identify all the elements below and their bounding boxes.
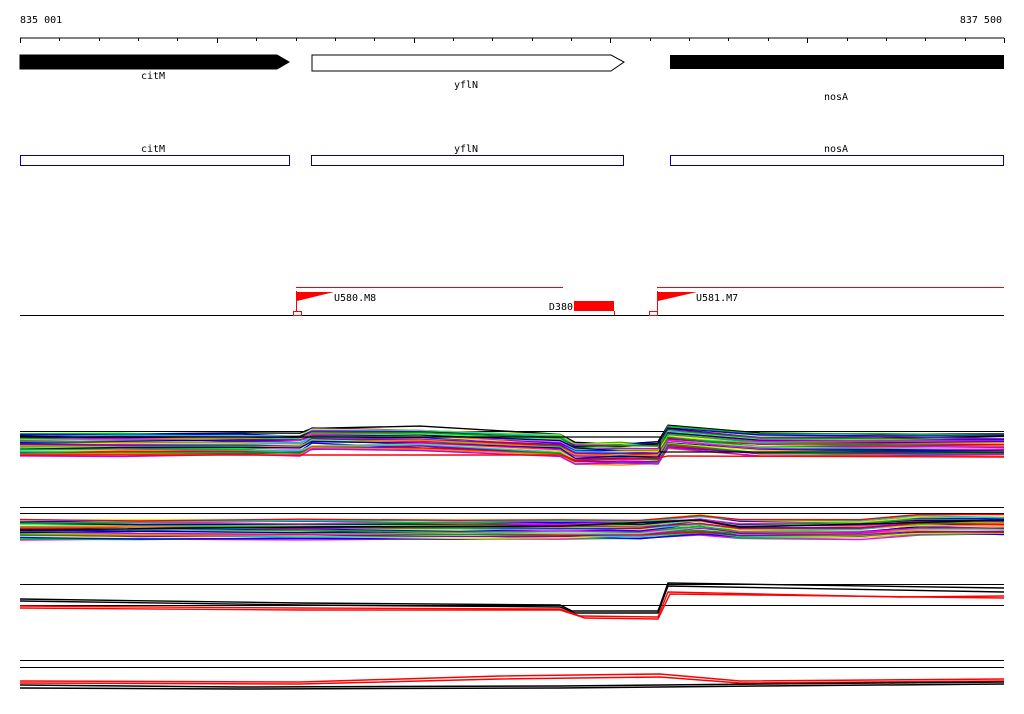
gene-arrow[interactable] — [670, 55, 1004, 69]
feature-bar[interactable] — [574, 301, 614, 311]
gene-arrow[interactable] — [19, 54, 290, 70]
ruler-ticks — [20, 38, 1005, 43]
gene-label: yflN — [454, 80, 478, 91]
gene-track: citM yflN nosA — [19, 54, 1004, 103]
expression-profile-lines — [19, 424, 1005, 466]
feature-marker — [293, 311, 302, 316]
feature-u581-m7[interactable]: U581.M7 — [649, 287, 1005, 316]
feature-flag[interactable] — [658, 292, 697, 301]
gene-label: citM — [141, 71, 165, 82]
expression-line — [20, 436, 1004, 453]
expression-profile-lines — [19, 673, 1005, 690]
gene-arrow[interactable] — [311, 54, 625, 72]
gene-box-yfln[interactable]: yflN — [311, 144, 624, 166]
expression-line — [19, 582, 1005, 612]
feature-label: U580.M8 — [334, 293, 376, 304]
expression-line — [19, 424, 1005, 445]
expression-line — [19, 514, 1005, 523]
gene-box-label: citM — [141, 144, 165, 155]
expression-profile-lines — [19, 582, 1005, 620]
feature-u580-m8[interactable]: U580.M8 — [293, 287, 564, 316]
gene-box-nosa[interactable]: nosA — [670, 144, 1004, 166]
coordinate-ruler: 835 001 837 500 — [20, 15, 1005, 43]
expression-panel-1 — [19, 424, 1005, 466]
gene-nosa[interactable]: nosA — [670, 55, 1004, 103]
gene-box[interactable] — [311, 155, 624, 166]
gene-box-citm[interactable]: citM — [20, 144, 290, 166]
expression-line — [19, 676, 1005, 685]
ruler-start-label: 835 001 — [20, 15, 62, 26]
feature-marker — [649, 311, 658, 316]
feature-label: U581.M7 — [696, 293, 738, 304]
expression-panel-3 — [19, 582, 1005, 620]
expression-line — [19, 513, 1005, 522]
gene-box-label: yflN — [454, 144, 478, 155]
gene-box[interactable] — [20, 155, 290, 166]
gene-label: nosA — [824, 92, 848, 103]
gene-box-label: nosA — [824, 144, 848, 155]
expression-line — [19, 683, 1005, 690]
gene-citm[interactable]: citM — [19, 54, 290, 82]
expression-line — [19, 431, 1005, 452]
expression-line — [20, 454, 1005, 461]
feature-label: D380 — [549, 302, 573, 313]
expression-panel-4 — [19, 660, 1005, 690]
expression-line — [19, 681, 1005, 688]
expression-line — [19, 519, 1005, 531]
gene-yfln[interactable]: yflN — [311, 54, 625, 91]
expression-profile-lines — [19, 513, 1005, 541]
expression-line — [19, 673, 1005, 683]
ruler-end-label: 837 500 — [960, 15, 1002, 26]
feature-track: U580.M8 D380 U581.M7 — [20, 287, 1005, 316]
feature-flag[interactable] — [297, 292, 334, 301]
expression-line — [19, 531, 1005, 540]
expression-line — [19, 585, 1005, 614]
expression-line — [19, 593, 1005, 620]
gene-box-track: citM yflN nosA — [20, 144, 1004, 166]
feature-d380[interactable]: D380 — [549, 301, 615, 315]
gene-box[interactable] — [670, 155, 1004, 166]
expression-panel-2 — [19, 507, 1005, 541]
